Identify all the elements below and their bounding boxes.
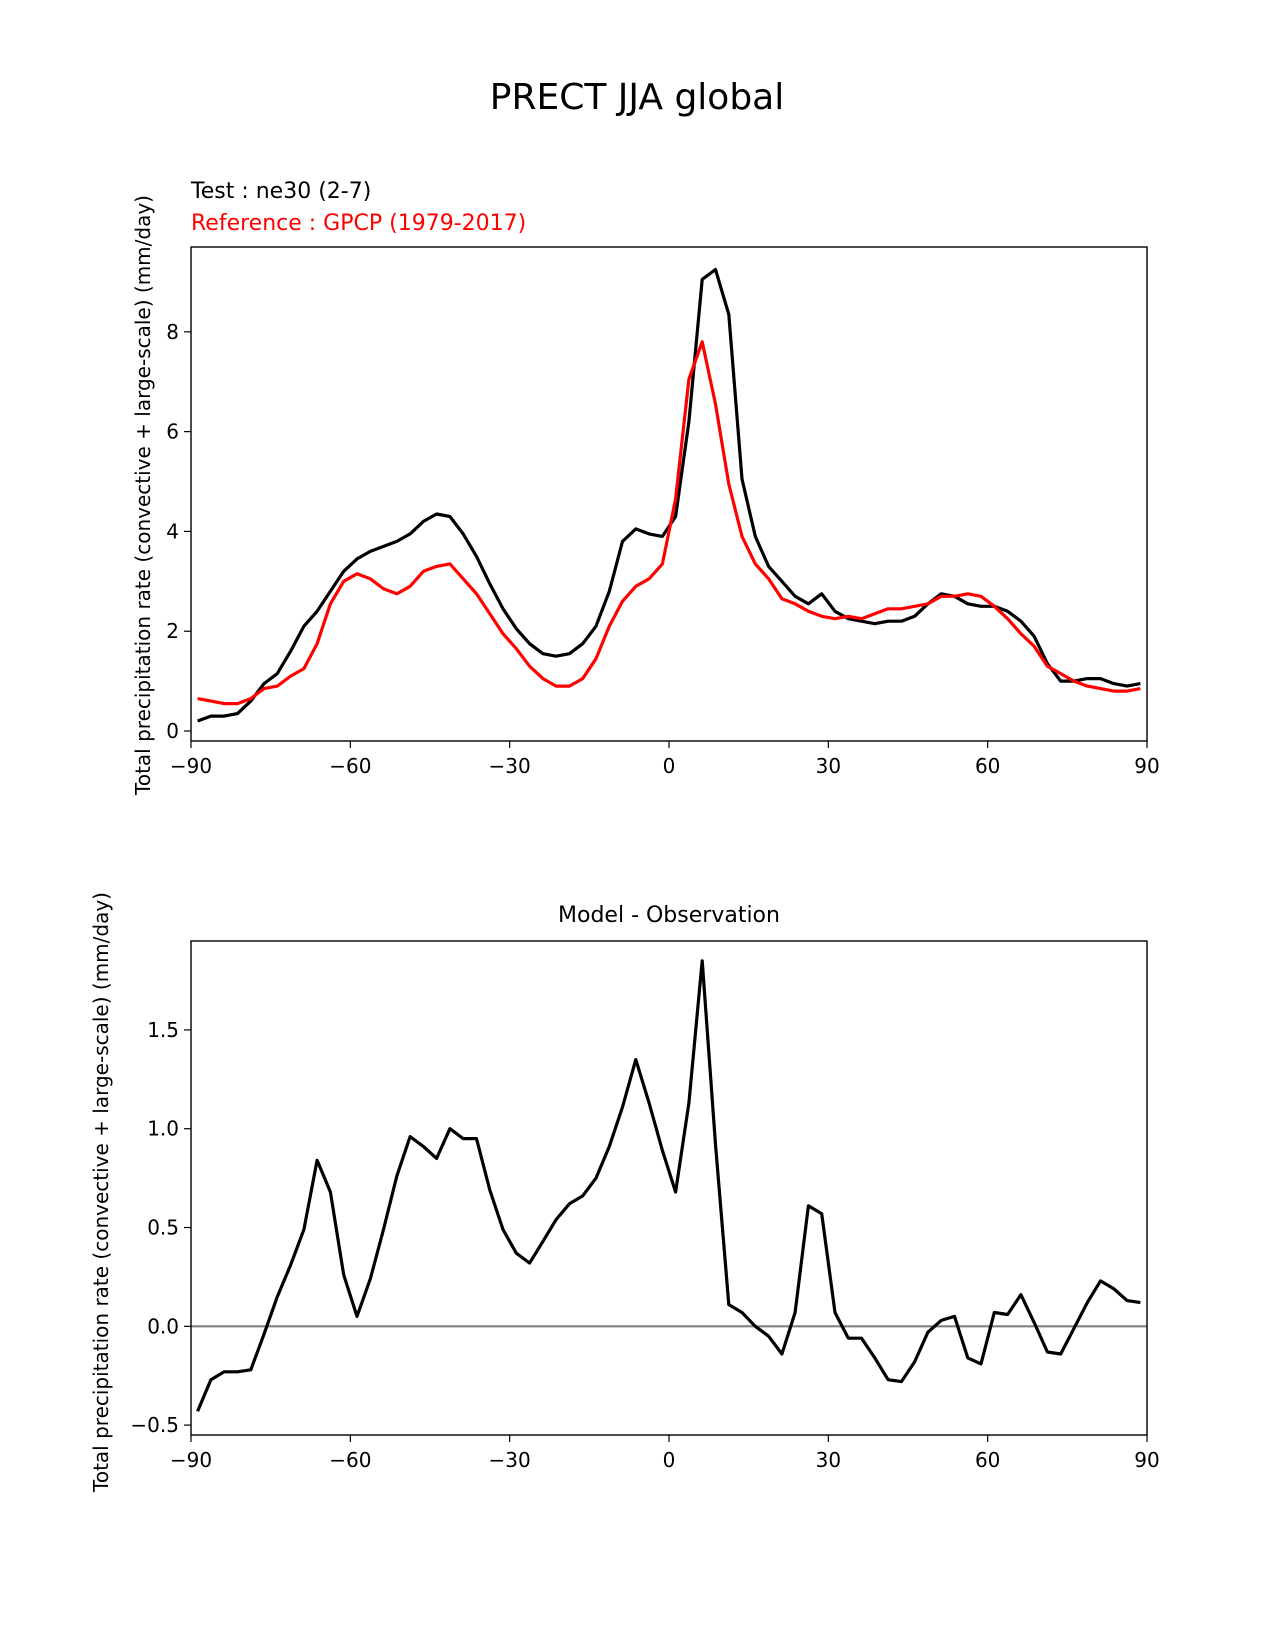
x-tick-label: 30 — [816, 754, 841, 778]
top-panel: Test : ne30 (2-7) Reference : GPCP (1979… — [131, 179, 1160, 796]
y-tick-label: 1.5 — [147, 1018, 179, 1042]
top-plot-area: −90 −60 −30 0 30 60 90 0 2 4 6 8 — [166, 246, 1160, 778]
y-tick-label: 1.0 — [147, 1117, 179, 1141]
x-tick-label: −90 — [170, 1448, 212, 1472]
x-tick-label: 90 — [1134, 754, 1159, 778]
plot-frame — [190, 246, 1148, 742]
y-tick-label: −0.5 — [130, 1413, 179, 1437]
y-tick-label: 0.0 — [147, 1314, 179, 1338]
x-tick-label: −30 — [489, 754, 531, 778]
bottom-plot-area: −90 −60 −30 0 30 60 90 −0.5 0.0 0.5 1.0 1.5 — [130, 940, 1160, 1472]
x-tick-label: 0 — [663, 1448, 676, 1472]
y-tick-label: 0.5 — [147, 1216, 179, 1240]
x-tick-label: 90 — [1134, 1448, 1159, 1472]
x-tick-label: −90 — [170, 754, 212, 778]
x-tick-label: 30 — [816, 1448, 841, 1472]
bottom-panel: Model - Observation Total precipitation … — [89, 892, 1160, 1493]
x-tick-label: −60 — [329, 1448, 371, 1472]
x-tick-label: 60 — [975, 754, 1000, 778]
bottom-y-axis-label: Total precipitation rate (convective + l… — [89, 892, 113, 1493]
test-label: Test : ne30 (2-7) — [190, 179, 371, 204]
series-line-0 — [197, 267, 1141, 723]
x-tick-label: 60 — [975, 1448, 1000, 1472]
x-tick-label: −60 — [329, 754, 371, 778]
figure-title: PRECT JJA global — [490, 77, 785, 118]
y-tick-label: 4 — [166, 519, 179, 543]
x-tick-label: −30 — [489, 1448, 531, 1472]
bottom-panel-title: Model - Observation — [558, 903, 780, 928]
y-tick-label: 0 — [166, 719, 179, 743]
top-y-axis-label: Total precipitation rate (convective + l… — [131, 195, 155, 796]
y-tick-label: 6 — [166, 420, 179, 444]
reference-label: Reference : GPCP (1979-2017) — [191, 211, 526, 236]
plot-frame — [190, 940, 1148, 1436]
y-tick-label: 2 — [166, 619, 179, 643]
x-tick-label: 0 — [663, 754, 676, 778]
series-line-1 — [197, 340, 1141, 706]
y-tick-label: 8 — [166, 320, 179, 344]
series-line-0 — [196, 959, 1141, 1412]
